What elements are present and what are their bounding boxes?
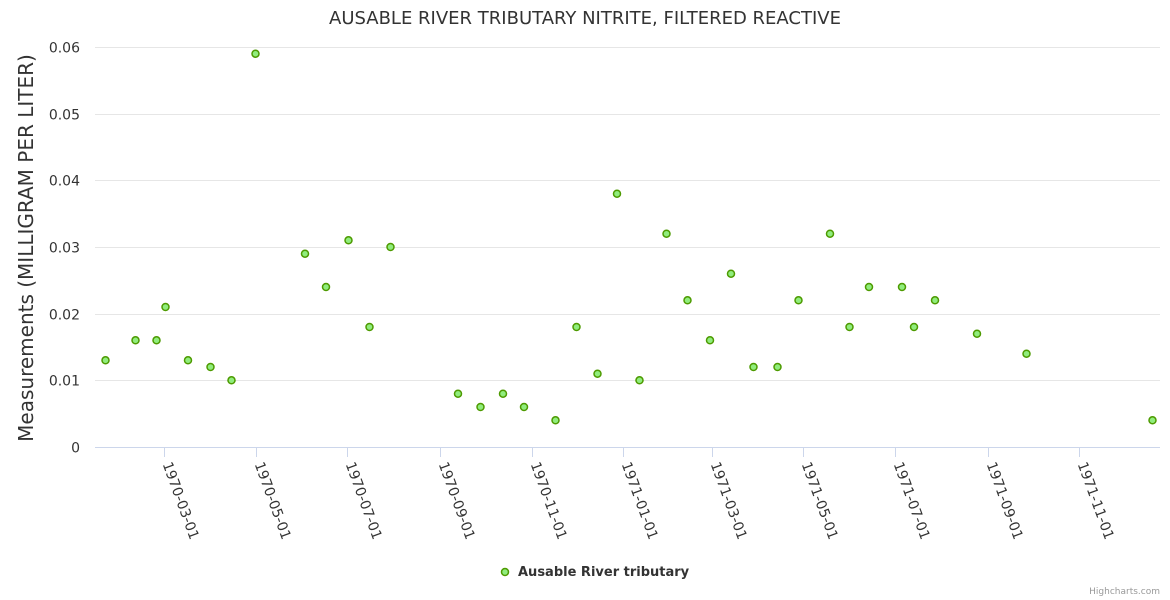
data-point[interactable] (909, 322, 919, 332)
y-tick-label: 0.05 (49, 108, 80, 124)
credits-link[interactable]: Highcharts.com (1089, 587, 1160, 597)
y-tick-label: 0.01 (49, 374, 80, 390)
data-point[interactable] (251, 49, 260, 58)
y-tick-label: 0.03 (49, 241, 80, 257)
data-point[interactable] (227, 376, 236, 385)
data-point[interactable] (683, 296, 692, 305)
data-point[interactable] (662, 229, 671, 238)
data-point[interactable] (101, 356, 110, 365)
legend-item-series[interactable]: Ausable River tributary (500, 565, 690, 580)
data-point[interactable] (551, 416, 560, 425)
y-tick-label: 0.06 (49, 41, 80, 57)
data-point[interactable] (773, 362, 782, 372)
data-point[interactable] (705, 336, 715, 345)
data-point[interactable] (476, 402, 485, 412)
data-point[interactable] (131, 336, 140, 345)
data-point[interactable] (1022, 349, 1031, 358)
data-point[interactable] (897, 282, 907, 292)
data-point[interactable] (206, 362, 215, 372)
data-point[interactable] (726, 269, 736, 278)
data-point[interactable] (825, 229, 835, 238)
legend-label: Ausable River tributary (518, 565, 690, 580)
data-point[interactable] (300, 249, 310, 258)
legend-marker-icon (500, 567, 510, 577)
y-tick-label: 0.04 (49, 174, 80, 190)
y-tick-label: 0.02 (49, 308, 80, 324)
data-point[interactable] (845, 322, 854, 332)
data-point[interactable] (365, 322, 374, 332)
data-point[interactable] (386, 242, 395, 252)
data-point[interactable] (321, 282, 331, 292)
data-point[interactable] (612, 189, 622, 198)
data-point[interactable] (794, 296, 803, 305)
gridlines (95, 47, 1160, 381)
data-point[interactable] (572, 322, 581, 332)
data-point[interactable] (1148, 416, 1157, 425)
chart-title: AUSABLE RIVER TRIBUTARY NITRITE, FILTERE… (329, 8, 841, 29)
data-point[interactable] (593, 369, 602, 378)
data-point[interactable] (972, 329, 982, 338)
data-point[interactable] (453, 389, 463, 398)
data-point[interactable] (519, 402, 529, 412)
data-point[interactable] (635, 376, 644, 385)
data-point[interactable] (498, 389, 508, 398)
data-point[interactable] (183, 356, 193, 365)
data-point[interactable] (344, 236, 353, 245)
data-point[interactable] (930, 296, 940, 305)
y-axis: 0 0.01 0.02 0.03 0.04 0.05 0.06 (49, 41, 80, 457)
data-point[interactable] (152, 336, 161, 345)
data-point[interactable] (749, 362, 758, 372)
y-axis-label: Measurements (MILLIGRAM PER LITER) (14, 54, 38, 442)
y-tick-label: 0 (71, 441, 80, 457)
data-point[interactable] (161, 302, 170, 312)
data-point[interactable] (864, 282, 874, 292)
data-points (101, 49, 1157, 425)
